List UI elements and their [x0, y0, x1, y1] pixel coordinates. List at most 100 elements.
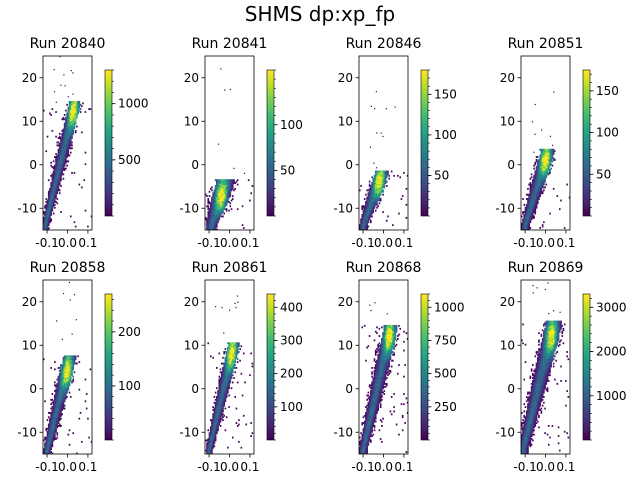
heatmap-cell: [543, 189, 545, 191]
heatmap-cell: [393, 406, 395, 408]
heatmap-cell: [388, 178, 390, 180]
heatmap-cell: [218, 376, 220, 378]
x-tick-label: 0.0: [58, 460, 77, 474]
heatmap-cell: [71, 172, 73, 174]
heatmap-cell: [406, 332, 408, 334]
y-tick-label: 20: [500, 71, 515, 85]
outlier-cell: [376, 167, 377, 168]
heatmap-cell: [52, 130, 54, 132]
colorbar-tick-label: 300: [280, 333, 303, 347]
y-tick-label: 20: [22, 71, 37, 85]
heatmap-cell: [382, 211, 384, 213]
heatmap-cell: [374, 429, 376, 431]
colorbar-tick-label: 150: [596, 84, 619, 98]
heatmap-cell: [65, 168, 67, 170]
outlier-cell: [56, 320, 57, 321]
y-tick-label: -10: [17, 201, 37, 215]
colorbar-tick-label: 400: [280, 300, 303, 314]
y-tick-label: 10: [22, 114, 37, 128]
outlier-cell: [541, 129, 542, 130]
heatmap-cell: [74, 172, 76, 174]
x-tick-label: 0.1: [78, 460, 97, 474]
heatmap-cell: [88, 437, 90, 439]
heatmap-cell: [384, 390, 386, 392]
heatmap-cell: [252, 185, 254, 187]
heatmap-cell: [58, 142, 60, 144]
heatmap-cell: [210, 355, 212, 357]
x-tick-label: 0.0: [220, 460, 239, 474]
heatmap-cell: [49, 113, 51, 115]
heatmap-cell: [226, 208, 228, 210]
y-tick-label: -10: [179, 425, 199, 439]
heatmap-cell: [245, 424, 247, 426]
outlier-cell: [244, 173, 245, 174]
heatmap-cells: [43, 56, 92, 230]
heatmap-cell: [79, 418, 81, 420]
heatmap-cell: [225, 429, 227, 431]
heatmap-cell: [76, 126, 78, 128]
heatmap-cell: [371, 376, 373, 378]
y-tick-label: -10: [17, 425, 37, 439]
heatmap-cell: [379, 335, 381, 337]
heatmap-cell: [250, 435, 252, 437]
heatmap-cell: [249, 200, 251, 202]
heatmap-cell: [406, 204, 408, 206]
heatmap-cell: [83, 179, 85, 181]
heatmap-cell: [365, 194, 367, 196]
heatmap-cell: [531, 176, 533, 178]
heatmap-cell: [232, 198, 234, 200]
heatmap-cell: [233, 179, 235, 181]
heatmap-cell: [398, 334, 400, 336]
outlier-cell: [550, 136, 551, 137]
heatmap-cell: [527, 188, 529, 190]
heatmap-cell: [523, 204, 525, 206]
heatmap-cell: [546, 184, 548, 186]
heatmap-cell: [218, 353, 220, 355]
y-tick-label: 20: [184, 295, 199, 309]
heatmap-cell: [242, 395, 244, 397]
heatmap-cell: [63, 178, 65, 180]
heatmap-cell: [237, 382, 239, 384]
outlier-cell: [376, 132, 377, 133]
heatmap-cell: [79, 101, 81, 103]
heatmap-cell: [85, 163, 87, 165]
colorbar: [421, 70, 428, 216]
colorbar-tick-label: 1000: [118, 97, 149, 111]
heatmap-cell: [542, 224, 544, 226]
y-tick-label: 0: [191, 158, 199, 172]
y-tick-label: 10: [338, 114, 353, 128]
heatmap-cell: [250, 422, 252, 424]
heatmap-cell: [559, 208, 561, 210]
heatmap-cell: [397, 175, 399, 177]
heatmap-cell: [537, 156, 539, 158]
heatmap-cell: [236, 408, 238, 410]
heatmap-cell: [214, 396, 216, 398]
heatmap-cell: [382, 194, 384, 196]
heatmap-cell: [75, 226, 77, 228]
heatmap-cell: [232, 195, 234, 197]
heatmap-cell: [215, 392, 217, 394]
heatmap-cell: [231, 208, 233, 210]
heatmap-cell: [386, 185, 388, 187]
y-tick-label: 10: [184, 338, 199, 352]
colorbar-tick-label: 100: [280, 118, 303, 132]
heatmap-cell: [393, 393, 395, 395]
heatmap-cell: [238, 424, 240, 426]
heatmap-cell: [50, 367, 52, 369]
outlier-cell: [371, 106, 372, 107]
outlier-cell: [72, 72, 73, 73]
outlier-cell: [65, 85, 66, 86]
heatmap-cell: [404, 422, 406, 424]
heatmap-cell: [207, 342, 209, 344]
colorbar-tick-label: 150: [434, 87, 457, 101]
x-tick-label: -0.1: [35, 236, 58, 250]
heatmap-cell: [249, 374, 251, 376]
heatmap-cell: [398, 213, 400, 215]
x-tick-label: -0.1: [197, 460, 220, 474]
heatmap-cell: [48, 179, 50, 181]
heatmap-cell: [401, 403, 403, 405]
heatmap-cell: [402, 415, 404, 417]
